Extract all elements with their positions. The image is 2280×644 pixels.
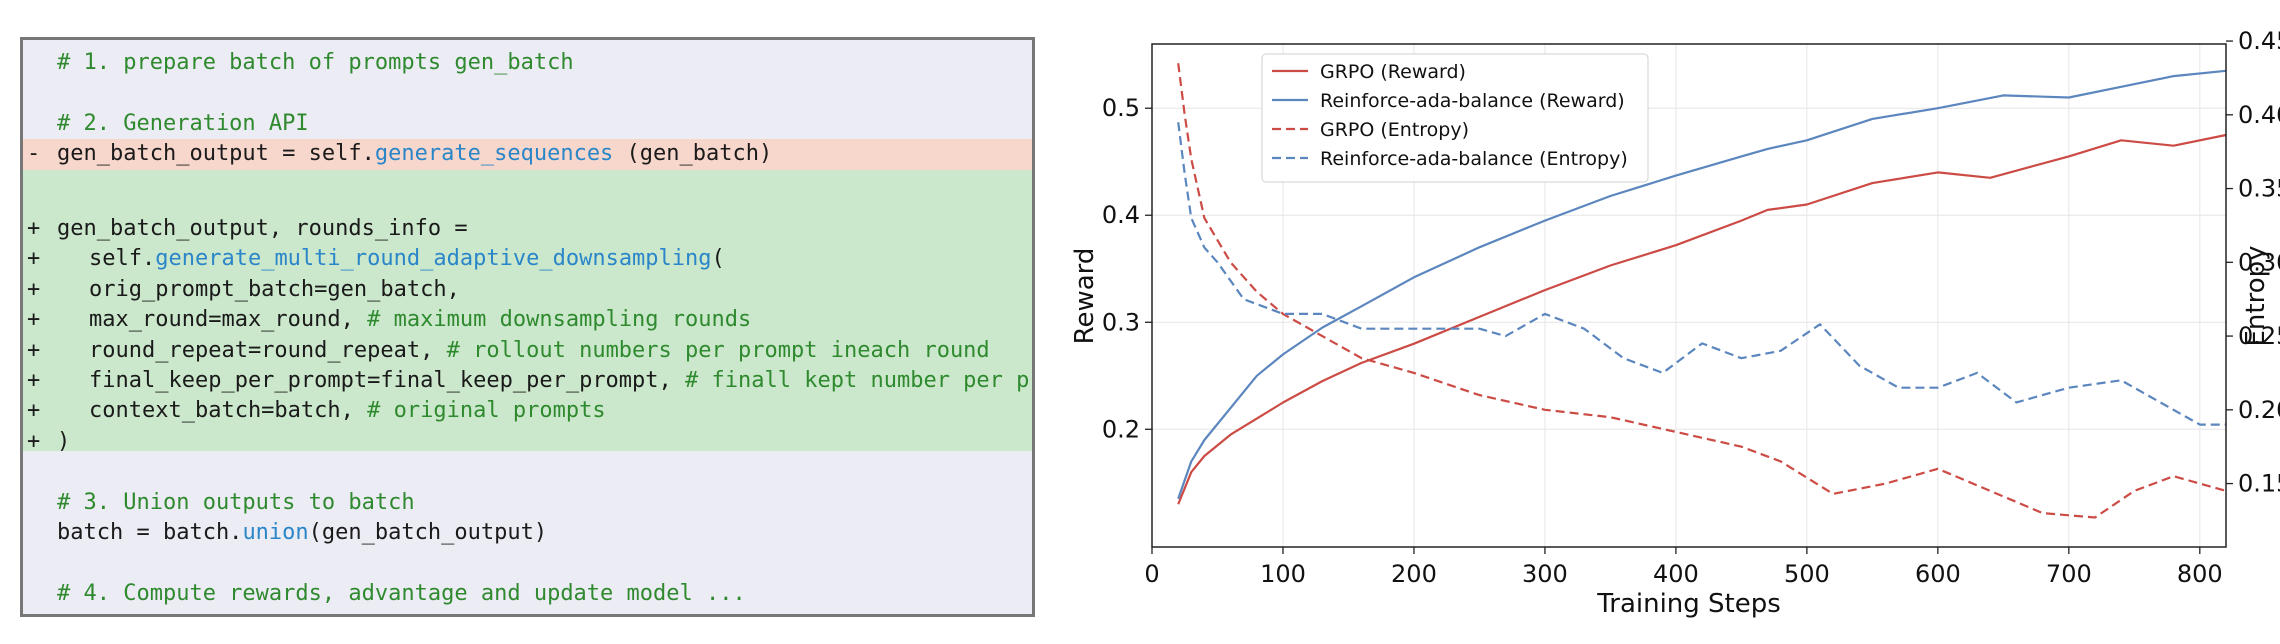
y-left-tick-label: 0.2 — [1102, 415, 1140, 443]
code-text: (gen_batch_output) — [308, 520, 548, 545]
code-function-name: generate_multi_round_adaptive_downsampli… — [155, 246, 712, 272]
x-tick-label: 500 — [1784, 560, 1830, 588]
code-line: + max_round=max_round, # maximum downsamp… — [23, 305, 1032, 335]
series-lines — [1177, 63, 2227, 519]
series-line-4 — [1177, 122, 2226, 426]
diff-added-marker: + — [27, 307, 41, 333]
x-tick-label: 700 — [2046, 560, 2092, 588]
series-line-2 — [1177, 69, 2227, 500]
code-function-name: union — [242, 520, 309, 545]
code-line — [23, 78, 1032, 108]
x-tick-label: 600 — [1915, 560, 1961, 588]
code-line: + gen_batch_output, rounds_info = — [23, 214, 1032, 244]
legend-label: Reinforce-ada-balance (Reward) — [1320, 90, 1625, 112]
code-line: + orig_prompt_batch=gen_batch, — [23, 275, 1032, 305]
series-line-3 — [1177, 63, 2227, 519]
code-text: round_repeat=round_repeat, — [89, 337, 447, 363]
code-text: max_round=max_round, — [89, 307, 368, 333]
code-text: self. — [89, 246, 156, 272]
code-text: gen_batch_output = self. — [57, 141, 375, 167]
series-line-1 — [1177, 133, 2227, 505]
y-left-tick-label: 0.5 — [1102, 94, 1140, 122]
legend: GRPO (Reward) Reinforce-ada-balance (Rewa… — [1261, 53, 1649, 183]
x-tick-label: 400 — [1653, 560, 1699, 588]
code-line: +) — [23, 427, 1032, 457]
code-text: (gen_batch) — [613, 141, 773, 167]
code-comment: # 2. Generation API — [57, 110, 309, 136]
y-right-tick-label: 0.25 — [2238, 322, 2280, 350]
legend-label: GRPO (Entropy) — [1320, 119, 1469, 141]
code-text: ( — [711, 246, 725, 272]
code-comment: # 1. prepare batch of prompts gen_batch — [57, 50, 574, 75]
code-text: ) — [57, 428, 71, 454]
diff-added-marker: + — [27, 216, 41, 241]
code-line: # 4. Compute rewards, advantage and upda… — [23, 579, 1032, 609]
legend-label: Reinforce-ada-balance (Entropy) — [1320, 148, 1628, 170]
code-line — [23, 457, 1032, 487]
x-tick-label: 800 — [2177, 560, 2223, 588]
code-line: # 1. prepare batch of prompts gen_batch — [23, 48, 1032, 78]
code-line: + self.generate_multi_round_adaptive_down… — [23, 244, 1032, 274]
code-line: + final_keep_per_prompt=final_keep_per_pr… — [23, 366, 1032, 396]
plot-frame — [1151, 43, 2227, 548]
diff-added-marker: + — [27, 398, 41, 424]
y-left-tick-label: 0.4 — [1102, 201, 1140, 229]
y-axis-left-label: Reward — [1070, 248, 1100, 345]
y-right-tick-label: 0.35 — [2238, 175, 2280, 203]
code-line — [23, 548, 1032, 578]
x-tick-label: 100 — [1260, 560, 1306, 588]
code-comment: # finall kept number per prompt — [685, 368, 1032, 393]
y-right-tick-label: 0.20 — [2238, 396, 2280, 424]
legend-box — [1261, 53, 1649, 183]
code-line: - gen_batch_output = self.generate_sequen… — [23, 139, 1032, 169]
y-right-tick-label: 0.40 — [2238, 101, 2280, 129]
y-right-tick-label: 0.15 — [2238, 470, 2280, 498]
diff-removed-marker: - — [27, 141, 41, 167]
diff-added-marker: + — [27, 246, 41, 272]
code-diff-panel: # 1. prepare batch of prompts gen_batch #… — [20, 37, 1035, 617]
y-right-tick-label: 0.30 — [2238, 248, 2280, 276]
axis-ticks: 0 100 200 300 400 500 600 700 800 0.2 0.3 0.4 0.5 0.1… — [1102, 27, 2280, 588]
code-line: batch = batch.union(gen_batch_output) — [23, 518, 1032, 548]
code-comment: # rollout numbers per prompt ineach roun… — [446, 337, 990, 363]
code-comment: # maximum downsampling rounds — [367, 307, 752, 333]
y-left-tick-label: 0.3 — [1102, 308, 1140, 336]
diff-added-marker: + — [27, 428, 41, 454]
x-tick-label: 200 — [1391, 560, 1437, 588]
x-axis-label: Training Steps — [1596, 589, 1781, 619]
diff-added-marker: + — [27, 337, 41, 363]
code-line: + round_repeat=round_repeat, # rollout nu… — [23, 336, 1032, 366]
legend-label: GRPO (Reward) — [1320, 61, 1466, 83]
reward-entropy-chart: 0 100 200 300 400 500 600 700 800 0.2 0.3 0.4 0.5 0.1… — [1070, 27, 2280, 619]
y-axis-right-label: Entropy — [2241, 245, 2271, 346]
x-tick-label: 300 — [1522, 560, 1568, 588]
code-text: batch = batch. — [57, 520, 243, 545]
code-comment: # 4. Compute rewards, advantage and upda… — [57, 580, 746, 606]
code-comment: # original prompts — [367, 398, 606, 424]
y-right-tick-label: 0.45 — [2238, 27, 2280, 55]
code-text: context_batch=batch, — [89, 398, 368, 424]
code-line — [23, 184, 1032, 214]
diff-added-marker: + — [27, 368, 41, 393]
code-line: # 2. Generation API — [23, 109, 1032, 139]
added-lines-highlight — [23, 169, 1032, 452]
code-function-name: generate_sequences — [374, 141, 614, 167]
code-comment: # 3. Union outputs to batch — [57, 489, 415, 515]
x-tick-label: 0 — [1144, 560, 1159, 588]
code-line: + context_batch=batch, # original prompts — [23, 396, 1032, 426]
diff-added-marker: + — [27, 276, 41, 302]
code-text: orig_prompt_batch=gen_batch, — [89, 276, 460, 302]
code-line: # 3. Union outputs to batch — [23, 488, 1032, 518]
code-text: final_keep_per_prompt=final_keep_per_pro… — [89, 368, 686, 393]
code-text: gen_batch_output, rounds_info = — [57, 216, 468, 241]
